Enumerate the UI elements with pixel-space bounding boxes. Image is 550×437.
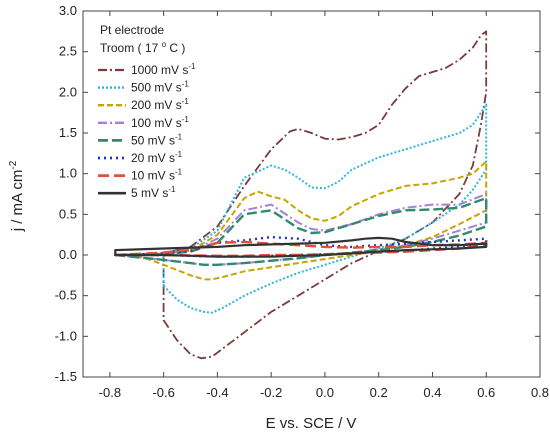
legend-label: 5 mV s-1 — [131, 185, 176, 200]
x-tick-label: 0.4 — [423, 385, 441, 400]
y-axis-label-exponent: -2 — [8, 160, 19, 169]
legend-label: 50 mV s-1 — [131, 132, 183, 147]
legend-header-electrode: Pt electrode — [100, 23, 164, 37]
legend-header-temp-degree: o — [162, 40, 167, 49]
series-line-0 — [162, 30, 488, 360]
series-line-4 — [114, 196, 488, 266]
x-tick-label: 0.6 — [477, 385, 495, 400]
legend-label: 1000 mV s-1 — [131, 62, 196, 77]
x-tick-label: 0.0 — [316, 385, 334, 400]
plot-frame — [82, 10, 541, 378]
x-tick-label: 0.8 — [531, 385, 549, 400]
legend-label: 100 mV s-1 — [131, 115, 189, 130]
y-tick-label: 1.5 — [59, 125, 77, 140]
y-tick-label: -0.5 — [55, 288, 77, 303]
series-line-7 — [114, 236, 488, 258]
y-tick-label: 3.0 — [59, 3, 77, 18]
legend-header-temperature: Troom ( 17 o C ) — [100, 40, 185, 55]
legend-label: 500 mV s-1 — [131, 80, 189, 95]
x-axis-ticks: -0.8 -0.6 -0.4 -0.2 0.0 0.2 0.4 0.6 0.8 — [99, 11, 549, 400]
y-tick-label: 2.0 — [59, 84, 77, 99]
x-axis-label: E vs. SCE / V — [266, 415, 357, 432]
y-tick-label: -1.0 — [55, 328, 77, 343]
legend-label: 200 mV s-1 — [131, 97, 189, 112]
legend-label: 20 mV s-1 — [131, 150, 183, 165]
x-tick-label: -0.6 — [152, 385, 174, 400]
series-line-1 — [162, 103, 488, 314]
y-axis-label: j / mA cm-2 — [8, 160, 26, 232]
x-tick-label: 0.2 — [370, 385, 388, 400]
legend: Pt electrode Troom ( 17 o C ) 1000 mV s-… — [98, 23, 196, 200]
x-tick-label: -0.8 — [99, 385, 121, 400]
y-tick-label: 1.0 — [59, 166, 77, 181]
x-tick-label: -0.2 — [260, 385, 282, 400]
legend-header-temp-unit: C ) — [166, 41, 185, 55]
series-lines — [114, 30, 488, 360]
y-tick-label: -1.5 — [55, 369, 77, 384]
y-tick-label: 2.5 — [59, 44, 77, 59]
legend-header-temp-text: Troom ( 17 — [100, 41, 162, 55]
y-tick-label: 0.0 — [59, 247, 77, 262]
series-line-2 — [135, 160, 488, 281]
legend-label: 10 mV s-1 — [131, 168, 183, 183]
y-axis-label-text: j / mA cm — [9, 170, 26, 233]
y-tick-label: 0.5 — [59, 206, 77, 221]
y-axis-ticks: -1.5 -1.0 -0.5 0.0 0.5 1.0 1.5 2.0 2.5 3.0 — [55, 3, 540, 384]
series-line-3 — [114, 193, 488, 266]
x-tick-label: -0.4 — [206, 385, 228, 400]
